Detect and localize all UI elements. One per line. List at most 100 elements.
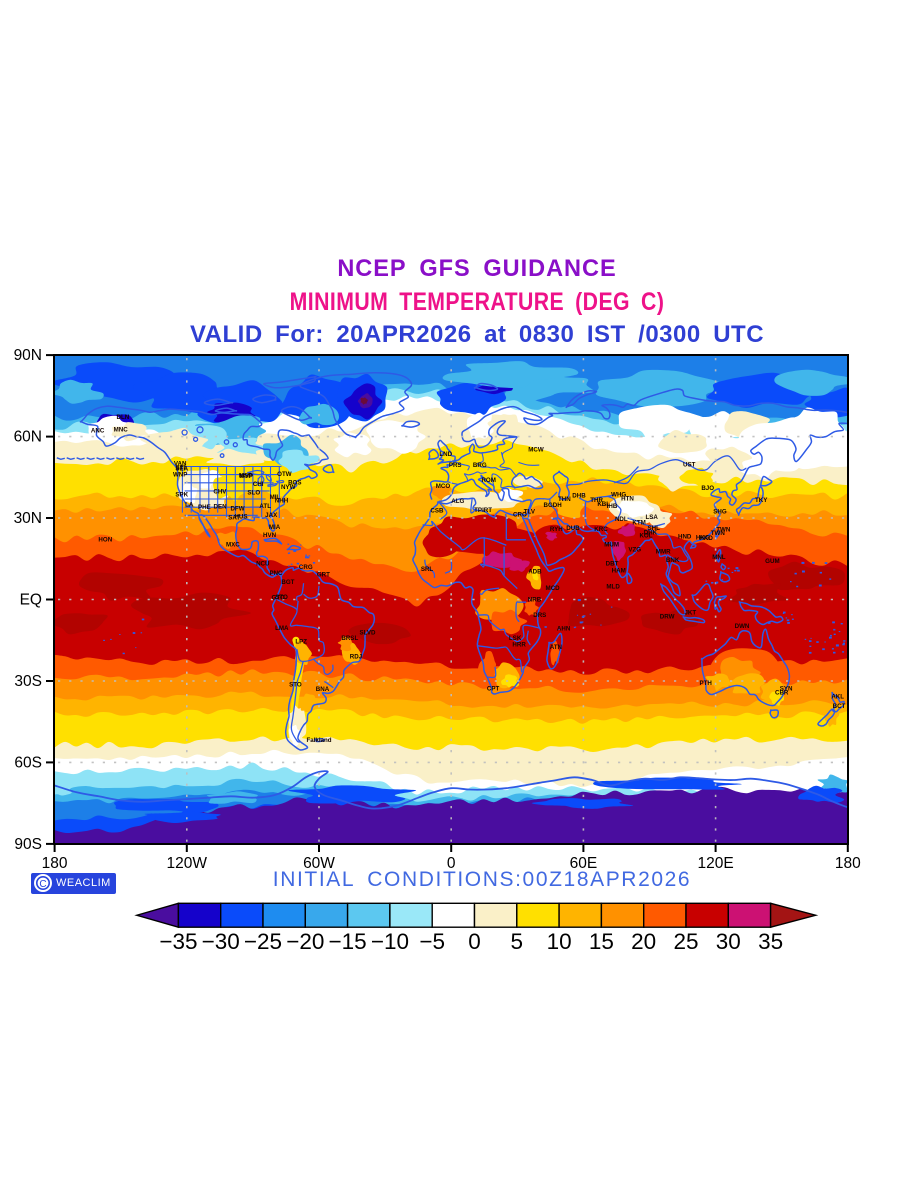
svg-text:HRR: HRR [512, 642, 526, 649]
svg-text:WNP: WNP [173, 472, 187, 479]
svg-text:HON: HON [98, 537, 112, 544]
svg-text:BRG: BRG [473, 462, 487, 469]
svg-text:STL: STL [175, 465, 187, 472]
svg-text:ANC: ANC [91, 428, 105, 435]
svg-text:30: 30 [716, 929, 741, 954]
svg-text:60N: 60N [14, 429, 42, 446]
svg-text:−30: −30 [202, 929, 240, 954]
svg-text:VAN: VAN [174, 461, 187, 468]
svg-text:GTO: GTO [272, 595, 285, 602]
svg-text:ATN: ATN [550, 644, 563, 651]
svg-text:DUB: DUB [566, 525, 580, 532]
svg-text:−15: −15 [329, 929, 367, 954]
svg-text:LSK: LSK [509, 635, 522, 642]
svg-text:CRG: CRG [299, 564, 313, 571]
svg-text:60E: 60E [570, 855, 598, 872]
svg-text:Falkland: Falkland [306, 737, 331, 744]
svg-text:HKD: HKD [699, 535, 713, 542]
svg-text:BJO: BJO [701, 485, 714, 492]
svg-text:NYW: NYW [281, 484, 296, 491]
svg-text:LSA: LSA [646, 514, 659, 521]
svg-text:SLO: SLO [247, 490, 260, 497]
svg-text:60S: 60S [14, 754, 42, 771]
svg-text:30S: 30S [14, 673, 42, 690]
svg-text:GUM: GUM [765, 558, 779, 565]
svg-text:BRSL: BRSL [341, 635, 358, 642]
svg-text:35: 35 [758, 929, 783, 954]
svg-text:SEA: SEA [175, 465, 188, 472]
svg-text:ATL: ATL [259, 503, 271, 510]
svg-text:HVN: HVN [263, 532, 277, 539]
svg-text:120E: 120E [697, 855, 733, 872]
svg-text:180: 180 [835, 855, 861, 872]
svg-text:CBR: CBR [775, 690, 789, 697]
svg-text:PRS: PRS [449, 462, 462, 469]
svg-text:BGDH: BGDH [543, 502, 562, 509]
svg-text:RDJ: RDJ [350, 654, 363, 661]
svg-text:0: 0 [468, 929, 481, 954]
svg-text:STO: STO [275, 594, 288, 601]
svg-text:60W: 60W [303, 855, 335, 872]
svg-text:SRL: SRL [421, 566, 434, 573]
svg-text:OTW: OTW [277, 471, 292, 478]
svg-text:JAX: JAX [265, 512, 278, 519]
svg-text:MIL: MIL [270, 494, 281, 501]
svg-text:MNC: MNC [114, 427, 129, 434]
svg-text:20: 20 [631, 929, 656, 954]
svg-text:CHV: CHV [213, 489, 227, 496]
svg-text:NRB: NRB [528, 597, 542, 604]
svg-text:TPIRT: TPIRT [474, 507, 492, 514]
svg-text:THN: THN [558, 496, 571, 503]
svg-text:KBL: KBL [597, 501, 610, 508]
svg-text:SYN: SYN [780, 686, 793, 693]
svg-text:VZG: VZG [628, 546, 641, 553]
svg-text:BOS: BOS [288, 479, 301, 486]
svg-text:NCU: NCU [256, 561, 270, 568]
svg-text:LA: LA [185, 502, 194, 509]
svg-text:SPK: SPK [175, 492, 188, 499]
svg-text:MUM: MUM [604, 542, 619, 549]
svg-text:C: C [39, 879, 46, 890]
svg-text:ALG: ALG [451, 498, 464, 505]
svg-text:SHL: SHL [648, 525, 661, 532]
svg-text:DBT: DBT [606, 561, 619, 568]
svg-text:MSP: MSP [239, 472, 252, 479]
svg-text:MCO: MCO [436, 483, 451, 490]
svg-text:IHB: IHB [607, 503, 618, 510]
svg-text:BGT: BGT [281, 579, 294, 586]
svg-text:UST: UST [683, 462, 696, 469]
svg-text:DFW: DFW [230, 505, 244, 512]
svg-text:NDL: NDL [615, 516, 628, 523]
svg-text:KTM: KTM [632, 519, 645, 526]
svg-text:MXC: MXC [226, 541, 240, 548]
svg-text:BCT: BCT [833, 703, 846, 710]
svg-text:TWN: TWN [716, 527, 731, 534]
svg-text:DRW: DRW [660, 614, 675, 621]
svg-text:5: 5 [511, 929, 524, 954]
svg-text:SAT: SAT [228, 515, 240, 522]
svg-text:−25: −25 [244, 929, 282, 954]
svg-text:25: 25 [673, 929, 698, 954]
svg-text:CSB: CSB [430, 508, 444, 515]
svg-text:PHE: PHE [198, 504, 211, 511]
svg-text:120W: 120W [167, 855, 208, 872]
svg-text:CRO: CRO [513, 512, 527, 519]
svg-text:MVP: MVP [240, 473, 253, 480]
svg-text:KRC: KRC [594, 526, 608, 533]
svg-text:WHG: WHG [611, 491, 626, 498]
svg-text:MIA: MIA [269, 524, 281, 531]
svg-text:JKT: JKT [684, 609, 696, 616]
svg-text:DHB: DHB [572, 493, 586, 500]
svg-text:HUS: HUS [234, 514, 247, 521]
svg-text:DHK: DHK [644, 529, 658, 536]
svg-text:CPT: CPT [487, 686, 500, 693]
svg-text:EQ: EQ [20, 592, 42, 609]
svg-text:DRS: DRS [533, 612, 546, 619]
svg-text:TLV: TLV [524, 509, 536, 516]
svg-text:HND: HND [678, 533, 692, 540]
svg-text:−20: −20 [286, 929, 324, 954]
svg-text:180: 180 [42, 855, 68, 872]
svg-text:ROM: ROM [481, 477, 495, 484]
svg-text:LND: LND [439, 451, 452, 458]
svg-text:−5: −5 [419, 929, 445, 954]
